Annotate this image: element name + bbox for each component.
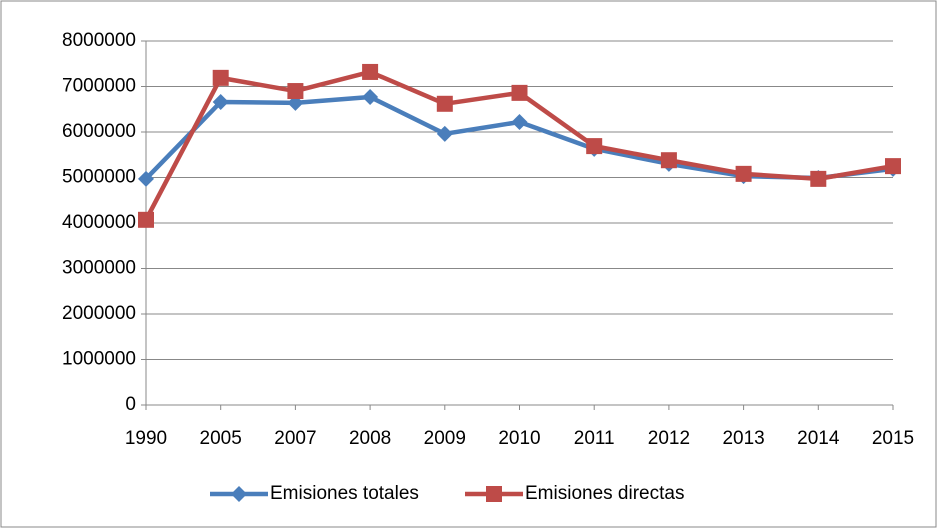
x-tick-label: 1990 [125, 428, 167, 449]
point [362, 63, 379, 80]
y-tick-label: 8000000 [62, 30, 136, 51]
x-tick-label: 2010 [498, 428, 540, 449]
x-tick-label: 2012 [648, 428, 690, 449]
x-tick-label: 2007 [274, 428, 316, 449]
point [885, 158, 901, 175]
y-tick-label: 6000000 [62, 121, 136, 142]
point [436, 125, 453, 142]
point [287, 83, 304, 100]
x-tick-label: 2011 [574, 428, 615, 449]
y-tick-label: 5000000 [62, 167, 136, 188]
x-tick-label: 2015 [872, 428, 914, 449]
point [810, 170, 827, 187]
y-tick-label: 3000000 [62, 258, 136, 279]
point [660, 152, 677, 169]
y-tick-label: 0 [125, 394, 136, 415]
point [138, 211, 154, 228]
point [138, 170, 154, 187]
legend-label: Emisiones directas [525, 483, 684, 504]
point [511, 84, 528, 101]
point [436, 95, 453, 112]
point [511, 113, 528, 130]
point [586, 138, 603, 155]
legend-label: Emisiones totales [270, 483, 419, 504]
point [486, 486, 502, 502]
y-tick-label: 4000000 [62, 212, 136, 233]
x-tick-label: 2013 [722, 428, 764, 449]
point [212, 69, 229, 86]
point [212, 93, 229, 110]
x-tick-label: 2014 [797, 428, 840, 449]
x-tick-label: 2008 [349, 428, 391, 449]
y-tick-label: 2000000 [62, 303, 136, 324]
x-tick-label: 2009 [424, 428, 466, 449]
point [231, 486, 247, 502]
point [735, 165, 752, 182]
y-tick-label: 7000000 [62, 76, 136, 97]
x-tick-label: 2005 [200, 428, 242, 449]
point [362, 88, 379, 105]
y-tick-label: 1000000 [62, 349, 136, 370]
